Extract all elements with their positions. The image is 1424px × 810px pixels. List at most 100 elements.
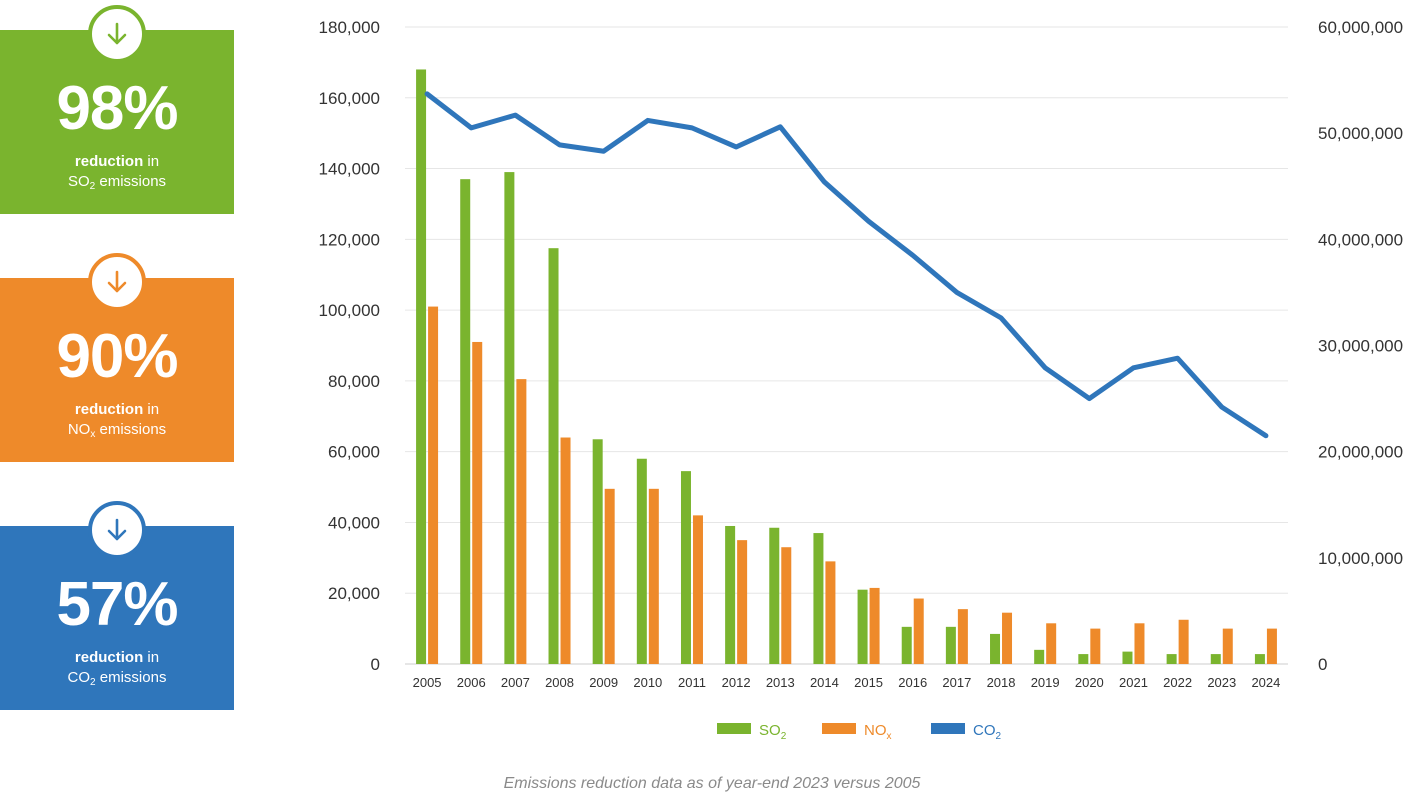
legend-label-sub: 2	[781, 731, 787, 742]
nox-bar	[1046, 623, 1057, 664]
so2-bar	[680, 471, 691, 664]
so2-bar	[416, 69, 427, 664]
so2-bar	[460, 179, 471, 664]
right-axis-ticks: 0 10,000,000 20,000,000 30,000,000 40,000,00…	[1318, 18, 1403, 674]
footnote: Emissions reduction data as of year-end …	[503, 775, 921, 792]
nox-bar	[604, 488, 615, 664]
so2-bar	[1210, 654, 1221, 664]
left-axis-tick-label: 40,000	[328, 513, 380, 532]
nox-stat-card: 90% reduction in NOx emissions	[0, 278, 234, 462]
x-axis-tick-label: 2021	[1119, 675, 1148, 690]
so2-bar	[1122, 651, 1133, 664]
legend-label: CO2	[973, 722, 1002, 742]
left-axis-tick-label: 20,000	[328, 584, 380, 603]
nox-bar	[560, 437, 571, 664]
nox-bar	[428, 306, 439, 664]
nox-bar	[648, 488, 659, 664]
left-axis-tick-label: 0	[371, 655, 380, 674]
x-axis-tick-label: 2010	[633, 675, 662, 690]
x-axis-tick-label: 2012	[722, 675, 751, 690]
so2-bar	[769, 527, 780, 664]
left-axis-tick-label: 80,000	[328, 372, 380, 391]
x-axis-tick-label: 2005	[413, 675, 442, 690]
nox-bar	[516, 379, 527, 664]
co2-subscript: 2	[90, 677, 96, 688]
nox-description: reduction in NOx emissions	[0, 400, 234, 445]
co2-line-series	[424, 91, 1269, 439]
right-axis-tick-label: 60,000,000	[1318, 18, 1403, 37]
x-axis-tick-label: 2013	[766, 675, 795, 690]
x-axis-tick-label: 2009	[589, 675, 618, 690]
co2-in-word: in	[143, 649, 160, 666]
x-axis-tick-label: 2020	[1075, 675, 1104, 690]
right-axis-tick-label: 20,000,000	[1318, 443, 1403, 462]
right-axis-tick-label: 10,000,000	[1318, 549, 1403, 568]
so2-bar	[636, 458, 647, 664]
right-axis-tick-label: 0	[1318, 655, 1327, 674]
nox-bar	[825, 561, 836, 664]
so2-bar	[945, 626, 956, 664]
so2-bar	[813, 533, 824, 664]
x-axis-tick-label: 2024	[1251, 675, 1280, 690]
so2-bar	[592, 439, 603, 664]
x-axis-tick-label: 2011	[678, 675, 706, 690]
x-axis-tick-label: 2022	[1163, 675, 1192, 690]
nox-pollutant: NO	[67, 421, 91, 438]
nox-in-word: in	[143, 401, 160, 418]
x-axis-tick-label: 2014	[810, 675, 839, 690]
so2-bar	[901, 626, 912, 664]
legend-label-main: NO	[864, 722, 887, 739]
nox-bar	[1222, 628, 1233, 664]
nox-bar	[737, 540, 748, 664]
left-axis-tick-label: 140,000	[319, 160, 380, 179]
grid-lines	[405, 26, 1288, 665]
x-axis-tick-label: 2006	[457, 675, 486, 690]
left-axis-tick-label: 180,000	[319, 18, 380, 37]
nox-bar	[1134, 623, 1145, 664]
nox-percent: 90%	[56, 322, 178, 391]
so2-bar	[1166, 654, 1177, 664]
nox-suffix: emissions	[95, 421, 167, 438]
co2-line	[424, 91, 1269, 439]
x-axis-tick-label: 2019	[1031, 675, 1060, 690]
so2-percent: 98%	[56, 74, 178, 143]
arrow-down-icon	[88, 253, 146, 311]
nox-reduction-word: reduction	[74, 401, 144, 418]
bar-series	[416, 69, 1277, 665]
nox-bar	[1178, 619, 1189, 664]
right-axis-tick-label: 50,000,000	[1318, 124, 1403, 143]
so2-bar	[725, 525, 736, 664]
nox-bar	[781, 547, 792, 664]
x-axis-tick-label: 2007	[501, 675, 530, 690]
arrow-down-icon	[88, 501, 146, 559]
legend-swatch	[717, 723, 751, 734]
nox-bar	[957, 609, 968, 664]
emissions-chart: 0 20,000 40,000 60,000 80,000 100,000 120,000 1…	[319, 18, 1404, 742]
legend-label-main: CO	[973, 722, 996, 739]
legend-label: NOx	[864, 722, 892, 742]
left-axis-tick-label: 100,000	[319, 301, 380, 320]
so2-reduction-word: reduction	[74, 153, 144, 170]
so2-subscript: 2	[89, 181, 96, 192]
legend-label-sub: 2	[996, 731, 1002, 742]
so2-bar	[1034, 649, 1045, 664]
left-axis-ticks: 0 20,000 40,000 60,000 80,000 100,000 120,000 1…	[319, 18, 380, 674]
chart-legend: SO2 NOx CO2	[717, 722, 1002, 742]
x-axis-tick-label: 2018	[987, 675, 1016, 690]
nox-bar	[472, 341, 483, 664]
so2-bar	[1078, 654, 1089, 664]
left-axis-tick-label: 60,000	[328, 443, 380, 462]
legend-swatch	[822, 723, 856, 734]
x-axis-tick-label: 2016	[898, 675, 927, 690]
x-axis-tick-label: 2008	[545, 675, 574, 690]
so2-pollutant: SO	[67, 173, 90, 190]
legend-label: SO2	[759, 722, 787, 742]
co2-percent: 57%	[56, 570, 178, 639]
nox-bar	[692, 515, 703, 664]
nox-bar	[1090, 628, 1101, 664]
co2-suffix: emissions	[95, 669, 167, 686]
legend-swatch	[931, 723, 965, 734]
nox-bar	[869, 587, 880, 664]
left-axis-tick-label: 120,000	[319, 230, 380, 249]
legend-label-main: SO	[759, 722, 781, 739]
